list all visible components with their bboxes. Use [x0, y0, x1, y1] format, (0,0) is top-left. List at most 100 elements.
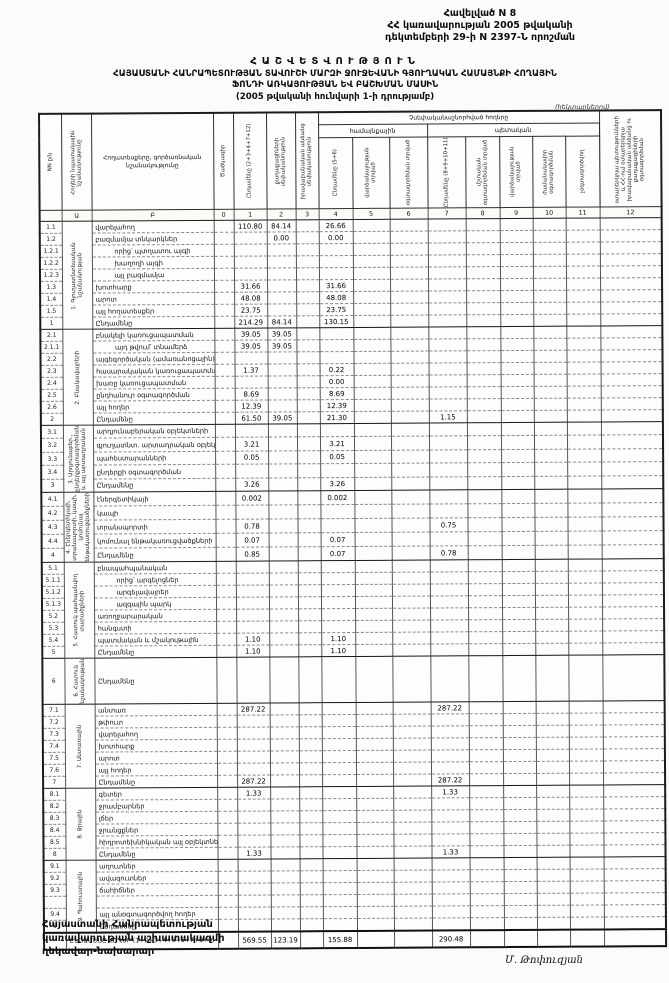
row-total-label: Ընդամենը: [94, 657, 217, 705]
value-cell-col8: [466, 302, 501, 315]
value-cell-col11: [568, 607, 603, 620]
row-nn: 8.3: [43, 812, 66, 825]
value-cell-col11: [569, 857, 604, 870]
value-cell-col4: [318, 255, 353, 268]
value-cell-col5: [354, 596, 393, 609]
value-cell-col8: [469, 833, 504, 846]
value-cell-col8: [469, 797, 504, 810]
value-cell-col8: [466, 398, 501, 411]
value-cell-col7: [428, 338, 467, 352]
row-name-cell: լճեր: [95, 811, 218, 825]
section-label-cell: 8. Ջրային: [65, 788, 96, 861]
row-name-cell: արոտ: [94, 751, 217, 765]
value-cell-col12: [603, 844, 666, 858]
value-cell-col8: [467, 559, 502, 573]
value-cell-col7: [429, 584, 468, 597]
value-cell-col1: [236, 715, 270, 728]
row-nn: 7.1: [42, 704, 65, 717]
value-cell-col10: [536, 845, 570, 858]
value-cell-col11: [567, 571, 602, 584]
value-cell-col10: [533, 422, 567, 436]
value-cell-col1: 287.22: [236, 703, 270, 716]
value-cell-col8: [467, 489, 502, 505]
value-cell-col10: [533, 326, 567, 339]
value-cell-col4: 130.15: [319, 315, 354, 328]
column-number: 6: [389, 208, 428, 220]
value-cell-col5: [353, 315, 391, 328]
value-cell-col12: [602, 594, 665, 608]
value-cell-col11: [568, 619, 603, 632]
row-nn: 3.1: [40, 425, 63, 439]
value-cell-col11: [567, 545, 602, 560]
row-code-cell: [216, 739, 237, 752]
value-cell-col8: [466, 350, 501, 363]
value-cell-col5: [355, 738, 393, 751]
value-cell-col9: [500, 302, 534, 315]
value-cell-col6: [390, 411, 429, 424]
value-cell-col1: 3.26: [235, 477, 269, 492]
value-cell-col10: [533, 410, 567, 423]
value-cell-col7: [430, 620, 469, 633]
value-cell-col3: [299, 882, 323, 896]
value-cell-col10: [533, 338, 567, 351]
value-cell-col6: [391, 490, 430, 505]
value-cell-col11: [569, 809, 604, 822]
value-cell-col10: [536, 893, 570, 906]
value-cell-col1: 1.37: [234, 364, 268, 377]
row-code-cell: [216, 703, 237, 716]
value-cell-col3: [296, 315, 320, 328]
value-cell-col10: [535, 631, 569, 644]
value-cell-col8: [466, 410, 501, 423]
value-cell-col6: [394, 930, 433, 948]
value-cell-col4: 1.10: [321, 632, 356, 645]
value-cell-col12: [601, 448, 664, 463]
value-cell-col4: [322, 774, 357, 787]
value-cell-col10: [536, 833, 570, 846]
value-cell-col5: [357, 930, 395, 949]
row-total-label: Ընդամենը: [92, 412, 215, 426]
value-cell-col9: [501, 517, 535, 532]
value-cell-col10: [533, 374, 567, 387]
row-code-cell: [215, 533, 236, 548]
row-nn: 5.1.2: [41, 586, 64, 599]
value-cell-col4: [319, 327, 354, 340]
footer-line3: ղեկավար-նախարար: [42, 946, 155, 957]
value-cell-col9: [501, 571, 535, 584]
value-cell-col12: [600, 325, 663, 338]
value-cell-col3: [299, 870, 323, 884]
column-number: 2: [266, 208, 296, 221]
value-cell-col6: [393, 834, 432, 847]
value-cell-col5: [356, 822, 394, 835]
footer-signature-block: Հայաստանի Հանրապետության կառավարության ա…: [42, 918, 342, 959]
row-nn: 9.3: [43, 884, 66, 897]
value-cell-col2: [269, 633, 299, 646]
row-code-cell: [217, 859, 238, 872]
value-cell-col6: [393, 918, 433, 931]
land-balance-table: NN ը/կ Հողերի նպատակային նշանակությունը …: [38, 109, 668, 952]
row-name-cell: տրանսպորտի: [93, 519, 216, 535]
value-cell-col2: [268, 450, 298, 465]
row-nn: 1.3: [40, 281, 63, 294]
value-cell-col4: [321, 620, 356, 633]
value-cell-col6: [391, 518, 430, 533]
value-cell-col7: [430, 713, 469, 727]
row-name-cell: թփուտ: [94, 715, 217, 729]
value-cell-col1: 1.33: [237, 847, 271, 860]
value-cell-col2: [270, 787, 300, 800]
value-cell-col6: [389, 243, 428, 256]
row-nn: 4.1: [41, 492, 64, 507]
value-cell-col6: [391, 584, 430, 597]
value-cell-col1: [235, 505, 269, 520]
row-code-cell: [214, 352, 235, 365]
value-cell-col1: [237, 883, 271, 896]
section-label: 2. Բնակավայրերի: [74, 350, 81, 405]
signatory-name: Մ. Թոփուզյան: [505, 955, 583, 966]
value-cell-col8: [469, 773, 504, 786]
value-cell-col10: [535, 655, 569, 702]
value-cell-col1: 61.50: [234, 412, 268, 425]
row-nn: 5.4: [42, 634, 65, 647]
value-cell-col5: [353, 351, 391, 364]
value-cell-col11: [569, 833, 604, 846]
row-nn: 1.2.1: [39, 245, 62, 258]
value-cell-col9: [503, 845, 537, 858]
